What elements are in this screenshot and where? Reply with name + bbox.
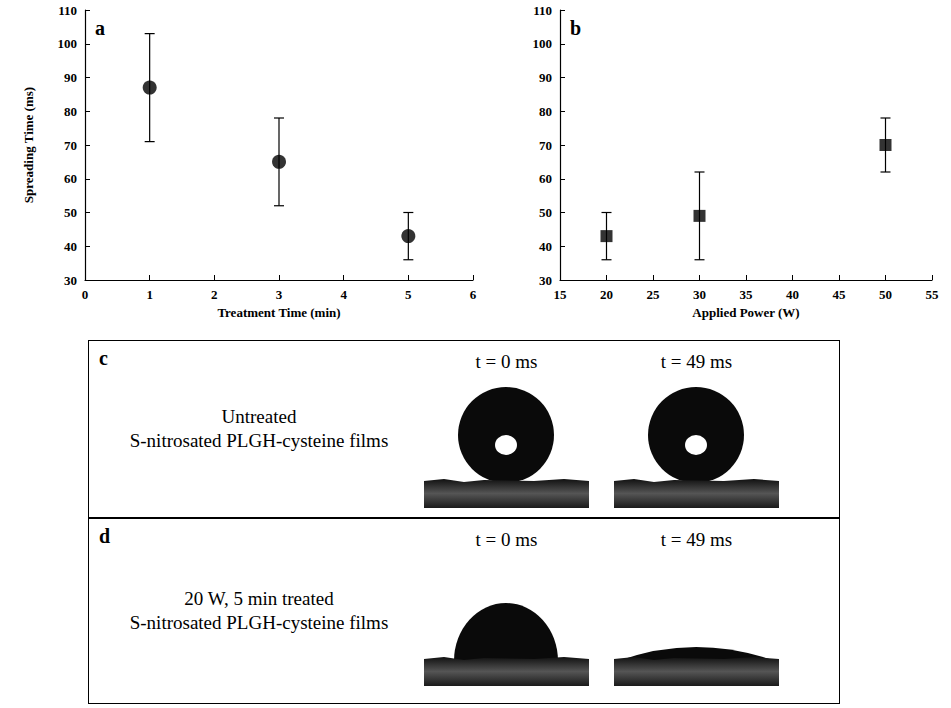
svg-text:b: b bbox=[570, 17, 581, 39]
html-text:t = 0 ms: t = 0 ms bbox=[475, 529, 538, 550]
svg-text:a: a bbox=[95, 17, 105, 39]
svg-text:30: 30 bbox=[64, 273, 77, 288]
svg-text:40: 40 bbox=[786, 287, 799, 302]
html-text:d: d bbox=[99, 525, 111, 547]
svg-text:Treatment Time (min): Treatment Time (min) bbox=[217, 305, 340, 320]
svg-text:50: 50 bbox=[879, 287, 892, 302]
html-text:20 W, 5 min treated: 20 W, 5 min treated bbox=[184, 588, 334, 610]
svg-text:20: 20 bbox=[600, 287, 613, 302]
html-text:S-nitrosated PLGH-cysteine fil: S-nitrosated PLGH-cysteine films bbox=[129, 430, 389, 451]
svg-text:5: 5 bbox=[405, 287, 412, 302]
svg-text:3: 3 bbox=[276, 287, 283, 302]
svg-text:110: 110 bbox=[533, 3, 552, 18]
svg-text:80: 80 bbox=[64, 104, 77, 119]
svg-text:40: 40 bbox=[64, 239, 77, 254]
svg-text:40: 40 bbox=[539, 239, 552, 254]
svg-text:30: 30 bbox=[693, 287, 706, 302]
svg-text:100: 100 bbox=[533, 36, 553, 51]
svg-text:80: 80 bbox=[539, 104, 552, 119]
svg-text:1: 1 bbox=[146, 287, 153, 302]
svg-text:50: 50 bbox=[539, 205, 552, 220]
svg-text:6: 6 bbox=[470, 287, 477, 302]
svg-text:90: 90 bbox=[539, 70, 552, 85]
svg-text:60: 60 bbox=[539, 171, 552, 186]
svg-text:55: 55 bbox=[926, 287, 940, 302]
html-text:c: c bbox=[99, 347, 108, 369]
html-text:Untreated: Untreated bbox=[221, 406, 297, 428]
html-text:t = 49 ms: t = 49 ms bbox=[660, 351, 733, 372]
svg-text:4: 4 bbox=[340, 287, 347, 302]
svg-text:110: 110 bbox=[58, 3, 77, 18]
svg-text:0: 0 bbox=[82, 287, 89, 302]
svg-text:70: 70 bbox=[64, 138, 77, 153]
svg-text:45: 45 bbox=[833, 287, 847, 302]
svg-text:2: 2 bbox=[211, 287, 218, 302]
svg-text:90: 90 bbox=[64, 70, 77, 85]
svg-text:50: 50 bbox=[64, 205, 77, 220]
html-text:t = 0 ms: t = 0 ms bbox=[475, 351, 538, 372]
svg-text:25: 25 bbox=[647, 287, 661, 302]
html-text:S-nitrosated PLGH-cysteine fil: S-nitrosated PLGH-cysteine films bbox=[129, 612, 389, 633]
svg-text:Applied Power (W): Applied Power (W) bbox=[692, 305, 799, 320]
svg-text:35: 35 bbox=[740, 287, 754, 302]
svg-text:15: 15 bbox=[554, 287, 568, 302]
svg-text:70: 70 bbox=[539, 138, 552, 153]
svg-text:100: 100 bbox=[58, 36, 78, 51]
svg-text:30: 30 bbox=[539, 273, 552, 288]
svg-text:Spreading Time (ms): Spreading Time (ms) bbox=[21, 87, 36, 203]
svg-text:60: 60 bbox=[64, 171, 77, 186]
html-text:t = 49 ms: t = 49 ms bbox=[660, 529, 733, 550]
